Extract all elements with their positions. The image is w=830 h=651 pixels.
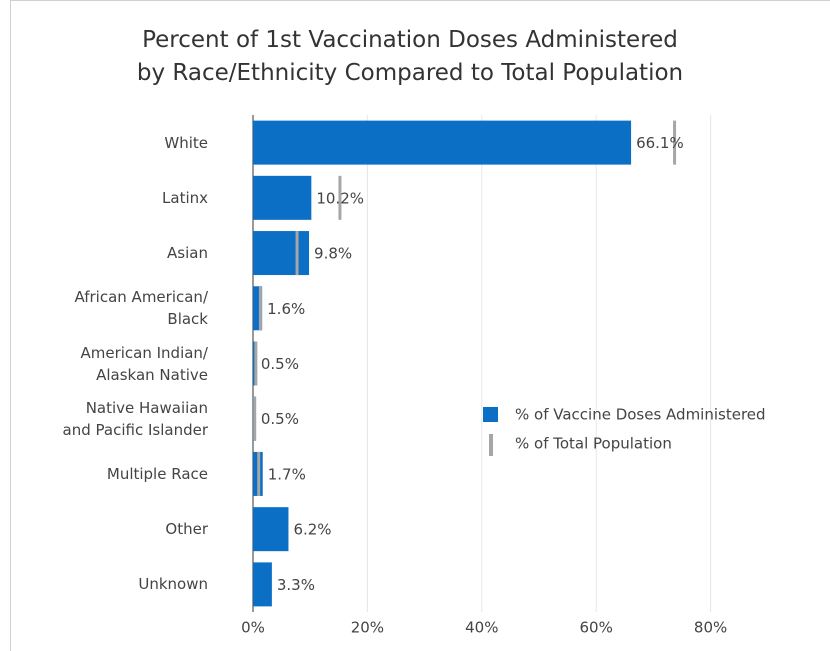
y-tick-label: American Indian/ Alaskan Native — [80, 343, 208, 384]
bar — [253, 286, 263, 331]
bar — [253, 175, 312, 220]
data-label: 6.2% — [293, 521, 331, 539]
x-tick-label: 40% — [465, 619, 498, 637]
legend-swatch — [483, 407, 498, 422]
population-marker — [338, 175, 342, 220]
x-tick-label: 0% — [241, 619, 265, 637]
bar — [253, 231, 310, 276]
bar — [253, 507, 289, 552]
legend-label: % of Vaccine Doses Administered — [515, 406, 766, 424]
y-tick-label: Asian — [167, 244, 208, 263]
y-tick-label: African American/ Black — [74, 288, 209, 329]
population-marker — [258, 286, 262, 331]
legend-label: % of Total Population — [515, 435, 672, 453]
y-tick-label: White — [164, 133, 208, 152]
y-tick-label: Other — [165, 520, 208, 539]
data-label: 1.6% — [267, 300, 305, 318]
legend-swatch — [489, 434, 493, 456]
data-label: 0.5% — [261, 355, 299, 373]
population-marker — [254, 341, 258, 386]
bar — [253, 562, 272, 607]
data-label: 0.5% — [261, 410, 299, 428]
population-marker — [253, 396, 257, 441]
x-tick-label: 20% — [351, 619, 384, 637]
data-label: 66.1% — [636, 134, 684, 152]
x-tick-label: 80% — [694, 619, 727, 637]
population-marker — [257, 451, 261, 496]
population-marker — [673, 120, 677, 165]
population-marker — [295, 231, 299, 276]
x-tick-label: 60% — [580, 619, 613, 637]
data-label: 3.3% — [277, 576, 315, 594]
data-label: 10.2% — [316, 189, 364, 207]
data-label: 1.7% — [268, 465, 306, 483]
y-tick-label: Latinx — [162, 188, 208, 207]
y-tick-label: Native Hawaiian and Pacific Islander — [62, 398, 208, 439]
chart-title: Percent of 1st Vaccination Doses Adminis… — [136, 27, 684, 86]
data-label: 9.8% — [314, 245, 352, 263]
frame — [10, 0, 830, 651]
y-tick-label: Multiple Race — [106, 464, 208, 483]
y-tick-label: Unknown — [138, 575, 208, 594]
bar — [253, 120, 632, 165]
